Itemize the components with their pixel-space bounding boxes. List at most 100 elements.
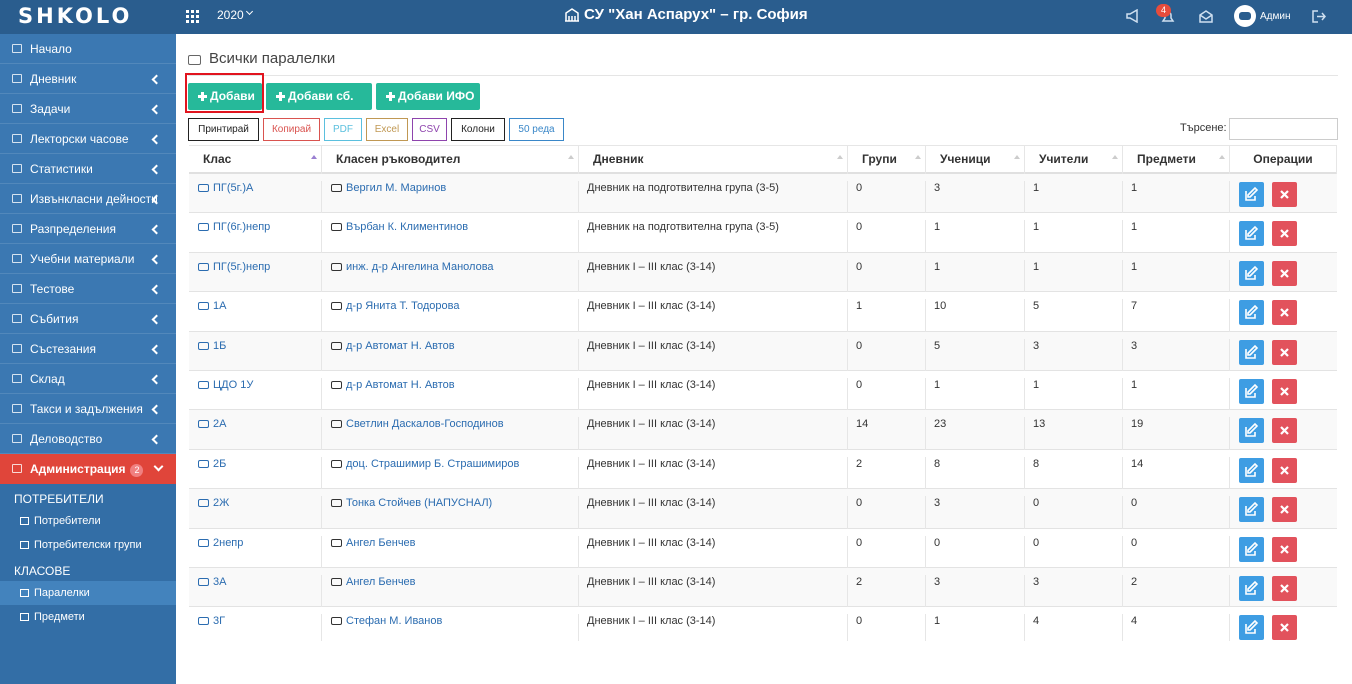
class-link[interactable]: 3А xyxy=(189,575,322,608)
edit-button[interactable] xyxy=(1239,379,1264,404)
teacher-link[interactable]: Вергил М. Маринов xyxy=(322,181,579,214)
table-cell: 1 xyxy=(926,259,1025,293)
sidebar-item[interactable]: Статистики xyxy=(0,154,176,184)
class-link[interactable]: 2непр xyxy=(189,535,322,568)
delete-icon xyxy=(1280,505,1289,514)
delete-button[interactable] xyxy=(1272,418,1297,444)
edit-button[interactable] xyxy=(1239,536,1264,562)
edit-button[interactable] xyxy=(1239,457,1264,483)
sidebar-item[interactable]: Склад xyxy=(0,364,176,394)
delete-button[interactable] xyxy=(1272,339,1297,365)
class-link[interactable]: ПГ(5г.)непр xyxy=(189,259,322,293)
export-button[interactable]: 50 реда xyxy=(509,118,564,141)
sidebar-item[interactable]: Тестове xyxy=(0,274,176,304)
delete-button[interactable] xyxy=(1272,260,1297,286)
delete-button[interactable] xyxy=(1272,182,1297,207)
avatar[interactable] xyxy=(1234,5,1256,27)
sidebar-item[interactable]: Извънкласни дейности xyxy=(0,184,176,214)
export-button[interactable]: Excel xyxy=(366,118,408,141)
sidebar-item[interactable]: Разпределения xyxy=(0,214,176,244)
mail-icon[interactable] xyxy=(1199,10,1214,23)
class-link[interactable]: 3Г xyxy=(189,614,322,641)
delete-button[interactable] xyxy=(1272,379,1297,404)
column-header[interactable]: Групи xyxy=(848,145,926,174)
export-button[interactable]: Колони xyxy=(451,118,505,141)
column-header[interactable]: Клас xyxy=(189,145,322,174)
submenu-item[interactable]: Предмети xyxy=(0,605,176,629)
export-button[interactable]: PDF xyxy=(324,118,362,141)
edit-button[interactable] xyxy=(1239,260,1264,286)
teacher-link[interactable]: д-р Автомат Н. Автов xyxy=(322,378,579,411)
edit-button[interactable] xyxy=(1239,339,1264,365)
edit-button[interactable] xyxy=(1239,221,1264,247)
action-button[interactable]: Добави ИФО xyxy=(376,83,480,110)
year-selector[interactable]: 2020 xyxy=(217,8,244,22)
action-button[interactable]: Добави xyxy=(188,83,262,110)
submenu-item[interactable]: Потребители xyxy=(0,509,176,533)
sidebar-item[interactable]: Такси и задължения xyxy=(0,394,176,424)
action-button[interactable]: Добави сб. гр. xyxy=(266,83,372,130)
edit-button[interactable] xyxy=(1239,615,1264,641)
class-link[interactable]: ПГ(5г.)А xyxy=(189,181,322,214)
edit-button[interactable] xyxy=(1239,182,1264,207)
class-link[interactable]: 2Б xyxy=(189,456,322,490)
sidebar-item[interactable]: Събития xyxy=(0,304,176,334)
class-link[interactable]: 1А xyxy=(189,299,322,332)
announce-icon[interactable] xyxy=(1125,9,1141,23)
delete-button[interactable] xyxy=(1272,221,1297,247)
class-link[interactable]: 2А xyxy=(189,417,322,450)
logout-icon[interactable] xyxy=(1312,10,1326,23)
column-header[interactable]: Дневник xyxy=(579,145,848,174)
cell-icon xyxy=(331,381,342,389)
apps-icon[interactable] xyxy=(186,10,199,23)
submenu-item-active[interactable]: Паралелки xyxy=(0,581,176,605)
edit-button[interactable] xyxy=(1239,418,1264,444)
class-link[interactable]: ПГ(6г.)непр xyxy=(189,220,322,253)
teacher-link[interactable]: доц. Страшимир Б. Страшимиров xyxy=(322,456,579,490)
delete-button[interactable] xyxy=(1272,497,1297,523)
column-header[interactable]: Класен ръководител xyxy=(322,145,579,174)
delete-button[interactable] xyxy=(1272,536,1297,562)
class-link[interactable]: ЦДО 1У xyxy=(189,378,322,411)
class-link[interactable]: 1Б xyxy=(189,338,322,371)
sidebar-item[interactable]: Задачи xyxy=(0,94,176,124)
delete-button[interactable] xyxy=(1272,300,1297,326)
sidebar-item-active[interactable]: Администрация 2 xyxy=(0,454,176,484)
teacher-link[interactable]: Ангел Бенчев xyxy=(322,575,579,608)
edit-icon xyxy=(1245,305,1259,319)
logo[interactable]: SHKOLO xyxy=(18,4,133,28)
user-name[interactable]: Админ xyxy=(1260,11,1291,22)
teacher-link[interactable]: Ангел Бенчев xyxy=(322,535,579,568)
sidebar-item[interactable]: Състезания xyxy=(0,334,176,364)
search-input[interactable] xyxy=(1229,118,1338,140)
teacher-link[interactable]: Стефан М. Иванов xyxy=(322,614,579,641)
teacher-link[interactable]: д-р Автомат Н. Автов xyxy=(322,338,579,371)
class-link[interactable]: 2Ж xyxy=(189,496,322,529)
delete-button[interactable] xyxy=(1272,457,1297,483)
export-button[interactable]: Копирай xyxy=(263,118,320,141)
sidebar-item[interactable]: Начало xyxy=(0,34,176,64)
edit-button[interactable] xyxy=(1239,300,1264,326)
sidebar-item[interactable]: Лекторски часове xyxy=(0,124,176,154)
teacher-link[interactable]: Светлин Даскалов-Господинов xyxy=(322,417,579,450)
sidebar-item[interactable]: Учебни материали xyxy=(0,244,176,274)
column-header[interactable]: Учители xyxy=(1025,145,1123,174)
teacher-link[interactable]: Тонка Стойчев (НАПУСНАЛ) xyxy=(322,496,579,529)
export-button[interactable]: CSV xyxy=(412,118,447,141)
teacher-link[interactable]: д-р Янита Т. Тодорова xyxy=(322,299,579,332)
delete-icon xyxy=(1280,347,1289,357)
teacher-link[interactable]: инж. д-р Ангелина Манолова xyxy=(322,259,579,293)
edit-button[interactable] xyxy=(1239,576,1264,601)
export-button[interactable]: Принтирай xyxy=(188,118,259,141)
cell-icon xyxy=(198,262,209,271)
submenu-item[interactable]: Потребителски групи xyxy=(0,533,176,557)
delete-button[interactable] xyxy=(1272,615,1297,641)
column-header[interactable]: Предмети xyxy=(1123,145,1230,174)
sidebar-item[interactable]: Деловодство xyxy=(0,424,176,454)
teacher-link[interactable]: Върбан К. Климентинов xyxy=(322,220,579,253)
delete-button[interactable] xyxy=(1272,576,1297,601)
edit-button[interactable] xyxy=(1239,497,1264,523)
column-header[interactable]: Ученици xyxy=(926,145,1025,174)
sidebar-item[interactable]: Дневник xyxy=(0,64,176,94)
